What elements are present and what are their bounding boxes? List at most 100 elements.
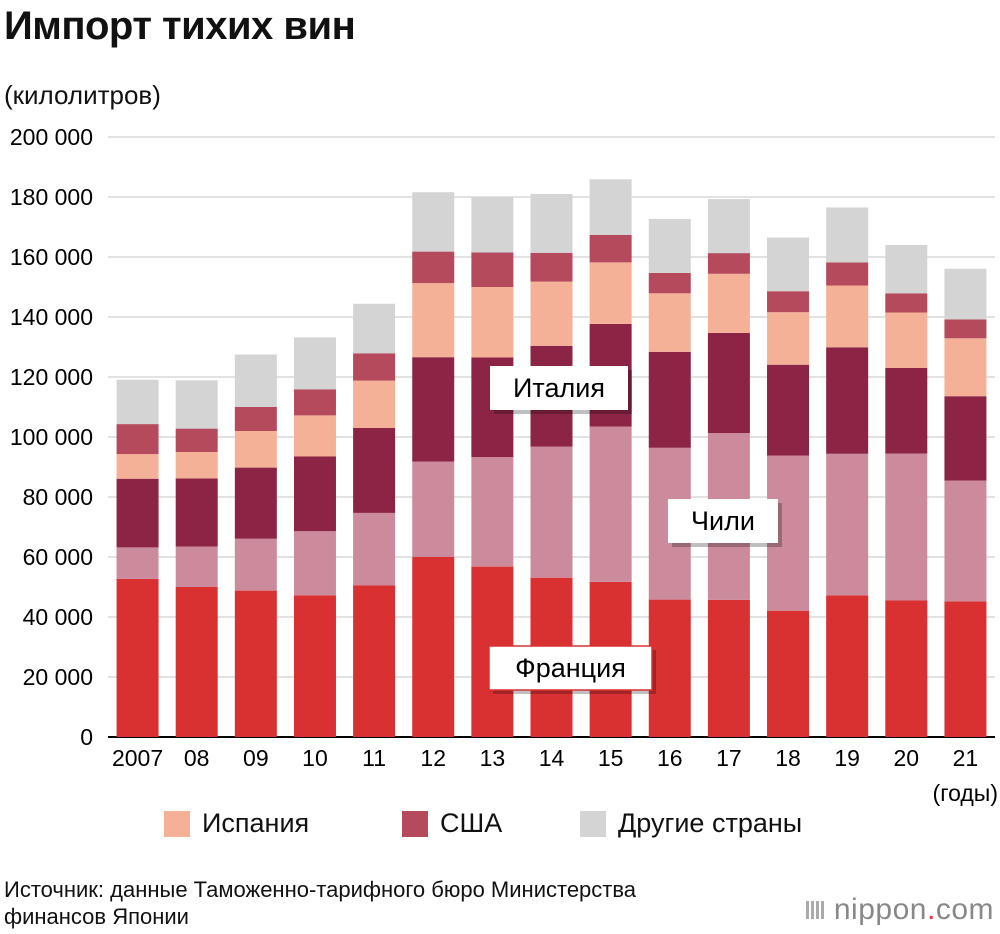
bar-segment	[530, 446, 573, 578]
bar-segment	[293, 337, 336, 390]
bar-segment	[826, 285, 869, 348]
legend-swatch-usa	[402, 810, 428, 837]
bar-segment	[944, 268, 987, 320]
brand-tld: com	[935, 893, 994, 926]
bar-segment	[471, 287, 514, 358]
bar-segment	[175, 587, 218, 737]
bar-segment	[234, 467, 277, 539]
legend-label-spain: Испания	[202, 808, 310, 838]
bar-segment	[471, 457, 514, 567]
y-axis-unit-label: (килолитров)	[4, 80, 161, 110]
bar-segment	[412, 251, 455, 284]
chart-title: Импорт тихих вин	[4, 4, 356, 48]
chart-legend: Испания США Другие страны	[0, 808, 1000, 848]
bar-segment	[116, 478, 159, 548]
source-line-1: Источник: данные Таможенно-тарифного бюр…	[4, 877, 637, 902]
bar-segment	[944, 338, 987, 397]
bar-segment	[293, 531, 336, 596]
bar-segment	[648, 293, 691, 352]
bar-segment	[885, 368, 928, 454]
legend-label-other: Другие страны	[618, 808, 803, 838]
legend-label-usa: США	[440, 808, 503, 838]
bar-segment	[944, 601, 987, 737]
bar-segment	[116, 424, 159, 455]
bar-segment	[530, 252, 573, 282]
stacked-bar-chart: 0 20 000 40 000 60 000 80 000 100 000 120 000 1…	[10, 124, 998, 806]
bar-segment	[707, 599, 750, 737]
bar-segment	[234, 407, 277, 431]
x-tick-label: 11	[362, 745, 386, 771]
x-tick-label: 18	[775, 745, 801, 771]
x-tick-label: 15	[598, 745, 624, 771]
bar-segment	[767, 312, 810, 365]
bar-segment	[826, 453, 869, 596]
bar-segment	[707, 332, 750, 434]
y-tick-label: 40 000	[23, 604, 93, 630]
bar-segment	[648, 599, 691, 737]
bar-segment	[944, 319, 987, 339]
bar-segment	[234, 590, 277, 737]
x-tick-label: 20	[894, 745, 920, 771]
bar-segment	[589, 179, 632, 235]
y-tick-label: 20 000	[23, 664, 93, 690]
brand-logo[interactable]: nippon. com	[804, 893, 994, 927]
x-tick-label: 08	[184, 745, 210, 771]
bar-segment	[116, 379, 159, 425]
y-tick-label: 140 000	[10, 304, 93, 330]
bar-segment	[293, 389, 336, 416]
bar-segment	[826, 207, 869, 263]
y-tick-label: 180 000	[10, 184, 93, 210]
legend-item-usa: США	[402, 808, 502, 839]
bar-segment	[885, 245, 928, 294]
y-tick-label: 80 000	[23, 484, 93, 510]
x-tick-label: 19	[834, 745, 860, 771]
source-note: Источник: данные Таможенно-тарифного бюр…	[4, 876, 636, 930]
bar-segment	[589, 234, 632, 263]
bars	[116, 179, 987, 737]
bar-segment	[944, 480, 987, 602]
x-tick-label: 10	[302, 745, 328, 771]
bar-segment	[885, 600, 928, 737]
legend-swatch-other	[580, 810, 606, 837]
bar-segment	[826, 262, 869, 286]
x-tick-label: 09	[243, 745, 269, 771]
bar-segment	[648, 218, 691, 273]
bar-segment	[353, 303, 396, 354]
legend-item-other: Другие страны	[580, 808, 802, 839]
y-tick-label: 60 000	[23, 544, 93, 570]
callout-label: Франция	[515, 653, 626, 683]
x-tick-label: 13	[480, 745, 506, 771]
bar-segment	[412, 557, 455, 737]
callout-label: Чили	[691, 506, 755, 536]
bar-segment	[412, 283, 455, 358]
bar-segment	[530, 281, 573, 346]
x-axis-ticks: 2007 08 09 10 11 12 13 14 15 16 17 18 19 20 21	[112, 745, 978, 771]
bar-segment	[471, 197, 514, 253]
bar-segment	[116, 547, 159, 579]
bar-segment	[767, 291, 810, 313]
bar-segment	[707, 273, 750, 333]
callout-italy: Италия	[490, 366, 632, 414]
bar-segment	[353, 512, 396, 586]
bar-segment	[826, 347, 869, 454]
bar-segment	[826, 595, 869, 737]
bar-segment	[412, 192, 455, 252]
x-tick-label: 21	[953, 745, 979, 771]
y-tick-label: 200 000	[10, 124, 93, 150]
bar-segment	[175, 452, 218, 479]
x-tick-label: 17	[716, 745, 742, 771]
bar-segment	[589, 262, 632, 324]
bar-segment	[234, 354, 277, 407]
bar-segment	[116, 454, 159, 479]
legend-item-spain: Испания	[164, 808, 309, 839]
x-axis-label: (годы)	[933, 780, 998, 806]
bar-segment	[353, 428, 396, 513]
bar-segment	[293, 456, 336, 532]
bar-segment	[767, 237, 810, 292]
y-axis-ticks: 0 20 000 40 000 60 000 80 000 100 000 120 000 1…	[10, 124, 93, 750]
bar-segment	[293, 595, 336, 737]
y-tick-label: 0	[80, 724, 93, 750]
bar-segment	[412, 357, 455, 462]
bar-segment	[353, 353, 396, 381]
bar-segment	[471, 252, 514, 287]
